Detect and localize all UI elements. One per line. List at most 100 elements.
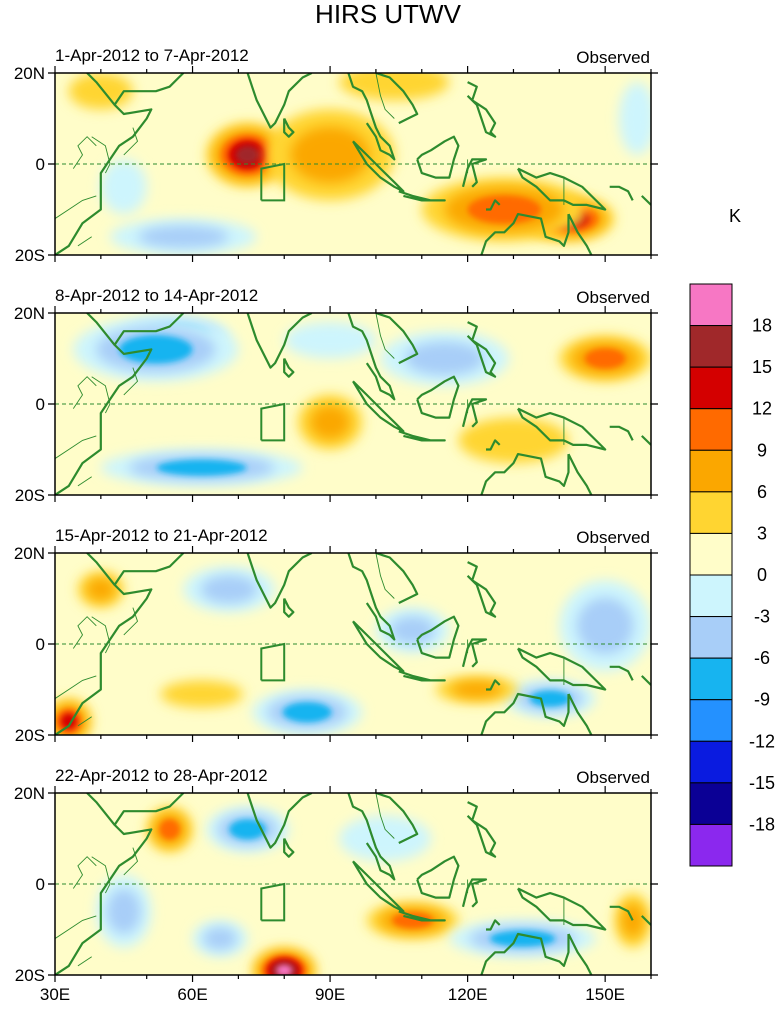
colorbar-swatch (689, 574, 733, 618)
colorbar-label: -15 (749, 773, 775, 793)
x-axis: 30E 60E 90E 120E 150E (40, 985, 625, 1004)
colorbar-swatch (689, 325, 733, 368)
coastline (375, 73, 419, 125)
anomaly-contour (86, 578, 115, 601)
coastline (113, 553, 185, 586)
map-panel: 20N 0 20S 15-Apr-2012 to 21-Apr-2012 Observe… (14, 526, 658, 745)
coastline (466, 321, 497, 378)
country-border (55, 435, 97, 459)
country-border (375, 553, 395, 599)
anomaly-contour (276, 964, 293, 975)
coastline (416, 135, 460, 179)
country-border (55, 915, 97, 939)
coastline (480, 932, 570, 975)
colorbar-swatch (689, 532, 733, 576)
coastline (486, 679, 501, 691)
coastline (283, 358, 295, 378)
chart-title: HIRS UTWV (315, 0, 462, 29)
anomaly-contour (392, 912, 433, 929)
coastline (517, 167, 607, 211)
study-region-box (260, 882, 286, 922)
map-panel: 20N 0 20S 22-Apr-2012 to 28-Apr-2012 Observe… (14, 766, 658, 985)
coastline (113, 313, 185, 346)
colorbar: 18 15 12 9 6 3 0 -3 -6 -9 -12 -15 -18 (689, 283, 775, 867)
panel-label: Observed (576, 288, 650, 307)
country-border (72, 136, 97, 169)
coastline (375, 553, 419, 604)
colorbar-swatch (689, 699, 733, 742)
y-tick-label: 0 (36, 875, 45, 894)
x-tick-label: 150E (585, 985, 625, 1004)
coastline (352, 380, 405, 433)
anomaly-field (55, 313, 651, 495)
coastline (398, 910, 446, 922)
coastline (398, 190, 446, 202)
colorbar-swatch (689, 740, 733, 784)
anomaly-contour (490, 930, 556, 947)
coastline (641, 915, 651, 926)
colorbar-swatch (689, 823, 733, 867)
colorbar-label: 18 (752, 316, 772, 336)
coastline (246, 553, 313, 609)
coastline (347, 553, 396, 641)
coastline (55, 73, 153, 255)
colorbar-label: -6 (754, 648, 770, 668)
coastline (486, 919, 501, 931)
colorbar-label: -18 (749, 814, 775, 834)
coastline (466, 81, 497, 138)
colorbar-swatch (689, 657, 733, 701)
coastline (517, 407, 607, 451)
anomaly-contour (156, 459, 247, 476)
y-tick-label: 20S (15, 726, 45, 745)
country-border (375, 73, 395, 119)
panel-label: Observed (576, 768, 650, 787)
x-tick-label: 120E (448, 985, 488, 1004)
anomaly-contour (458, 417, 569, 464)
coastline (567, 693, 593, 735)
coastline (480, 213, 570, 255)
country-border (77, 476, 92, 487)
anomaly-contour (284, 322, 376, 359)
country-border (72, 616, 97, 649)
colorbar-label: 9 (757, 440, 767, 460)
coastline (609, 425, 634, 441)
coastline (246, 313, 313, 369)
anomaly-contour (405, 341, 485, 376)
colorbar-swatch (689, 283, 733, 327)
anomaly-contour (529, 690, 571, 707)
coastline (347, 73, 396, 161)
coastline (641, 435, 651, 446)
coastline (375, 313, 419, 365)
x-tick-label: 60E (177, 985, 207, 1004)
colorbar-label: 3 (757, 523, 767, 543)
country-border (123, 367, 139, 396)
coastline (55, 793, 153, 975)
coastline (486, 439, 501, 451)
coastline (517, 647, 607, 691)
coastline (398, 430, 446, 442)
coastline (609, 665, 634, 681)
map-panel: 20N 0 20S 1-Apr-2012 to 7-Apr-2012 Observed (14, 46, 658, 265)
anomaly-contour (119, 335, 193, 364)
anomaly-contour (100, 159, 147, 215)
study-region-box (260, 402, 286, 442)
coastline (55, 553, 153, 735)
coastline (486, 199, 501, 211)
coastline (347, 313, 396, 401)
anomaly-contour (229, 819, 266, 840)
colorbar-swatch (689, 491, 733, 534)
coastline (567, 213, 593, 255)
anomaly-contour (282, 702, 332, 723)
anomaly-contour (339, 815, 431, 862)
coastline (480, 692, 570, 735)
panel-period: 8-Apr-2012 to 14-Apr-2012 (55, 286, 258, 305)
anomaly-contour (235, 145, 260, 164)
country-border (72, 856, 97, 889)
colorbar-swatch (689, 616, 733, 659)
anomaly-contour (159, 819, 180, 840)
coastline (416, 615, 460, 659)
study-region-box (260, 162, 286, 202)
country-border (55, 195, 97, 219)
coastline (246, 793, 313, 849)
colorbar-swatch (689, 782, 733, 825)
